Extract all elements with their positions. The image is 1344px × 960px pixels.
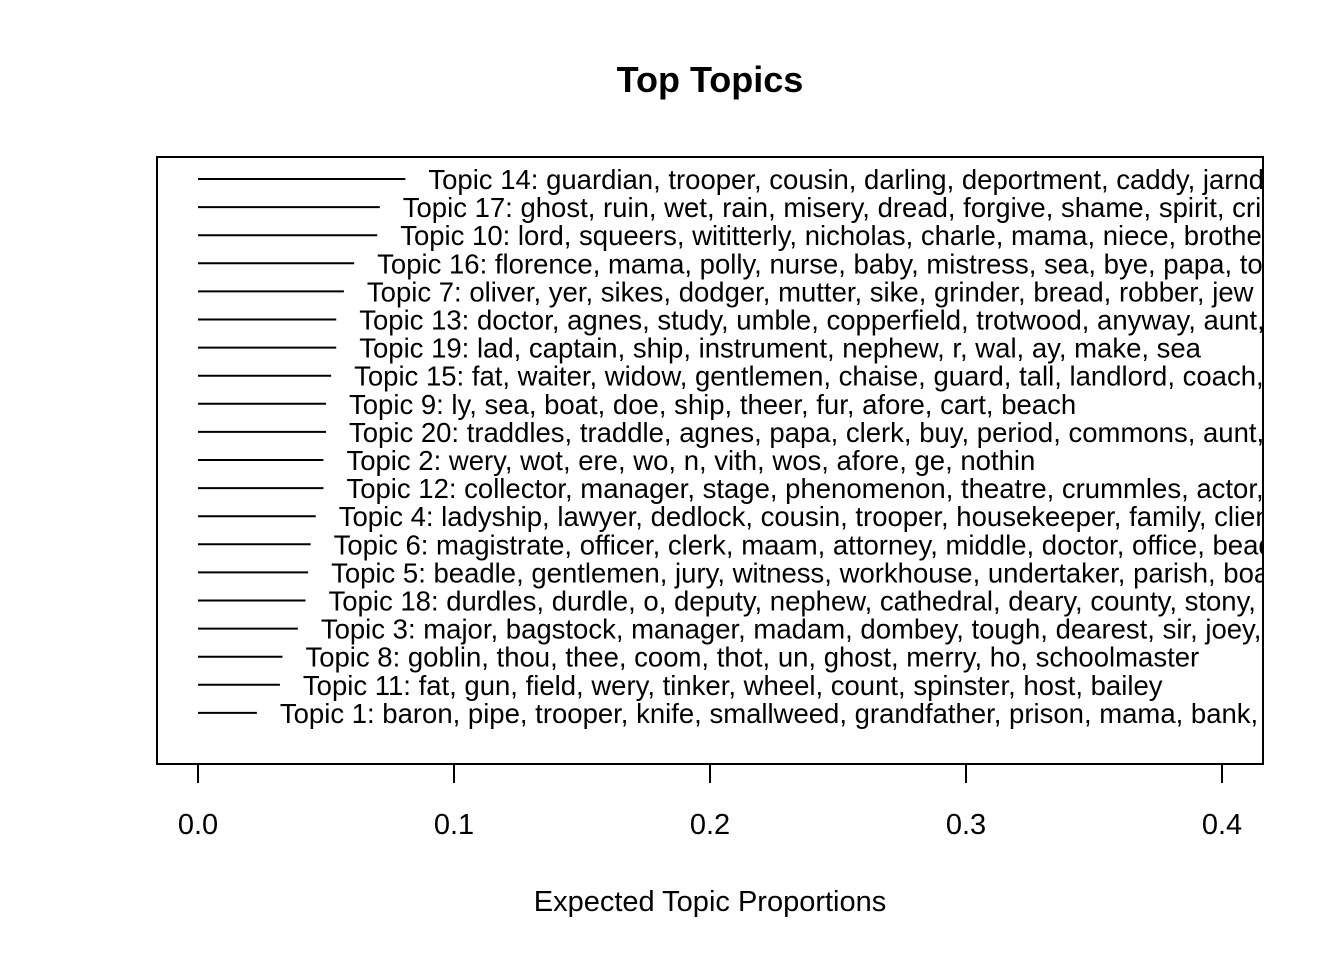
topic-label: Topic 14: guardian, trooper, cousin, dar…: [428, 164, 1344, 195]
topic-label: Topic 16: florence, mama, polly, nurse, …: [377, 248, 1315, 279]
topic-label: Topic 10: lord, squeers, wititterly, nic…: [400, 220, 1344, 251]
topic-label: Topic 1: baron, pipe, trooper, knife, sm…: [280, 698, 1336, 729]
topic-label: Topic 11: fat, gun, field, wery, tinker,…: [303, 670, 1163, 701]
chart-title: Top Topics: [617, 59, 804, 100]
topic-label: Topic 19: lad, captain, ship, instrument…: [359, 333, 1201, 364]
x-tick-label: 0.2: [690, 809, 730, 841]
x-tick-label: 0.1: [434, 809, 474, 841]
topic-marks: Topic 14: guardian, trooper, cousin, dar…: [198, 164, 1344, 729]
topic-label: Topic 17: ghost, ruin, wet, rain, misery…: [403, 192, 1300, 223]
topic-label: Topic 12: collector, manager, stage, phe…: [346, 473, 1344, 504]
x-axis-label: Expected Topic Proportions: [534, 886, 887, 918]
topic-label: Topic 4: ladyship, lawyer, dedlock, cous…: [339, 501, 1344, 532]
topic-label: Topic 3: major, bagstock, manager, madam…: [321, 614, 1344, 645]
topic-label: Topic 5: beadle, gentlemen, jury, witnes…: [331, 557, 1344, 588]
x-tick-label: 0.0: [178, 809, 218, 841]
topic-label: Topic 15: fat, waiter, widow, gentlemen,…: [354, 361, 1308, 392]
topic-label: Topic 13: doctor, agnes, study, umble, c…: [359, 305, 1344, 336]
topic-label: Topic 6: magistrate, officer, clerk, maa…: [334, 529, 1344, 560]
topic-label: Topic 20: traddles, traddle, agnes, papa…: [349, 417, 1336, 448]
topic-label: Topic 9: ly, sea, boat, doe, ship, theer…: [349, 389, 1076, 420]
x-axis: 0.0 0.1 0.2 0.3 0.4: [178, 764, 1242, 841]
x-tick-label: 0.4: [1202, 809, 1242, 841]
topic-label: Topic 7: oliver, yer, sikes, dodger, mut…: [367, 276, 1254, 307]
topic-label: Topic 2: wery, wot, ere, wo, n, vith, wo…: [346, 445, 1035, 476]
topic-label: Topic 8: goblin, thou, thee, coom, thot,…: [305, 642, 1199, 673]
x-tick-label: 0.3: [946, 809, 986, 841]
topic-label: Topic 18: durdles, durdle, o, deputy, ne…: [329, 586, 1325, 617]
